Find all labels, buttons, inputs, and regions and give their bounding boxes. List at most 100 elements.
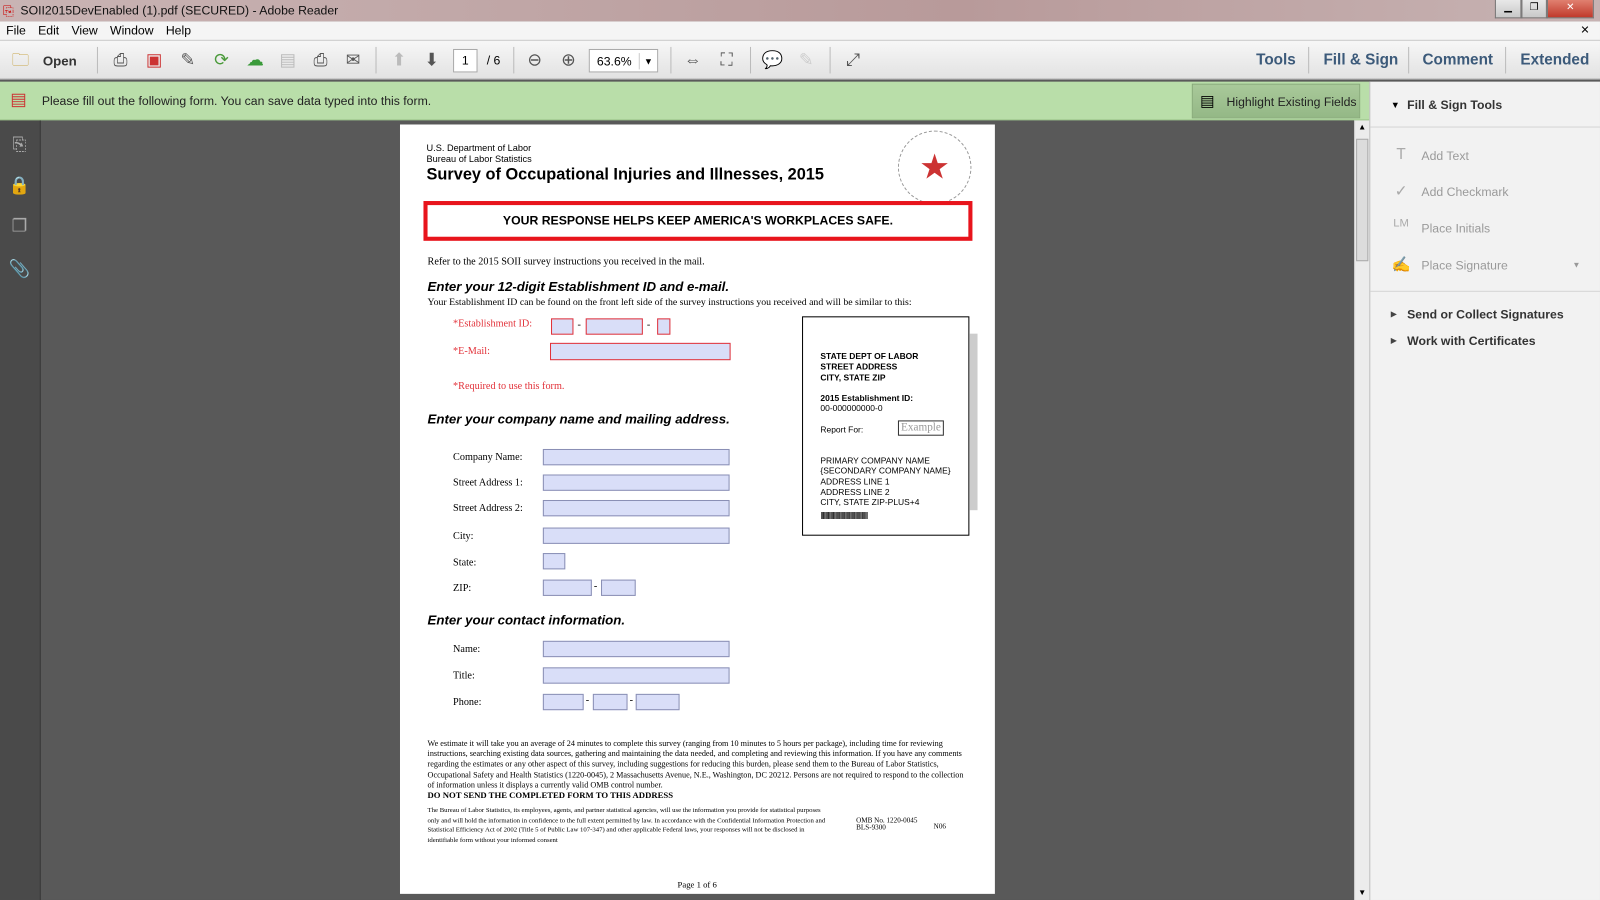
name-label: Name: — [453, 643, 481, 656]
place-initials-tool[interactable]: Place Initials — [1421, 221, 1491, 236]
fill-sign-tools-header[interactable]: Fill & Sign Tools — [1407, 97, 1503, 113]
establishment-id-part2[interactable] — [585, 318, 643, 335]
tab-fill-sign[interactable]: Fill & Sign — [1323, 51, 1399, 69]
state-label: State: — [453, 557, 477, 569]
example-est-value: 00-000000000-0 — [820, 403, 883, 414]
fit-page-icon[interactable]: ⛶ — [720, 49, 733, 70]
export-pdf-icon[interactable]: ▣ — [145, 49, 163, 70]
open-button[interactable]: Open — [42, 53, 77, 69]
zip-label: ZIP: — [453, 582, 472, 594]
establishment-id-part1[interactable] — [551, 318, 574, 335]
phone-area-field[interactable] — [542, 693, 584, 711]
required-note: *Required to use this form. — [453, 380, 565, 392]
city-field[interactable] — [542, 527, 730, 544]
id-description: Your Establishment ID can be found on th… — [427, 296, 912, 309]
edit-form-icon[interactable]: ✎ — [180, 49, 196, 70]
zip-field[interactable] — [542, 579, 592, 596]
tab-comment[interactable]: Comment — [1422, 51, 1494, 69]
close-button[interactable]: ✕ — [1546, 0, 1594, 19]
chevron-down-icon[interactable]: ▼ — [1572, 260, 1581, 270]
fill-sign-panel: ▼ Fill & Sign Tools T Add Text ✓ Add Che… — [1369, 81, 1600, 900]
full-screen-icon[interactable]: ⤢ — [846, 49, 860, 70]
work-with-certificates[interactable]: Work with Certificates — [1407, 333, 1536, 348]
company-name-label: Company Name: — [453, 452, 523, 464]
state-field[interactable] — [542, 553, 566, 570]
checkmark-icon: ✓ — [1394, 182, 1408, 200]
layers-icon[interactable]: ❐ — [11, 216, 28, 236]
example-line: PRIMARY COMPANY NAME — [820, 455, 930, 466]
dash: - — [593, 580, 598, 592]
restore-button[interactable]: ❐ — [1521, 0, 1547, 19]
highlight-fields-label: Highlight Existing Fields — [1226, 94, 1357, 110]
folder-icon[interactable]: 🗀 — [11, 49, 30, 70]
name-field[interactable] — [542, 640, 730, 658]
example-est-label: 2015 Establishment ID: — [820, 392, 914, 403]
highlight-fields-button[interactable]: ▤ Highlight Existing Fields — [1191, 83, 1361, 119]
department: U.S. Department of Labor — [426, 142, 532, 154]
example-line: ADDRESS LINE 2 — [820, 486, 890, 497]
zip4-field[interactable] — [601, 579, 636, 596]
section-heading-id: Enter your 12-digit Establishment ID and… — [427, 278, 730, 294]
form-notice-bar: ▤ Please fill out the following form. Yo… — [0, 81, 1370, 121]
zoom-value: 63.6% — [596, 54, 632, 69]
dash: - — [577, 319, 581, 331]
page-thumbnails-icon[interactable]: ⎘ — [12, 134, 27, 155]
fit-width-icon[interactable]: ⇔ — [684, 49, 702, 70]
example-line: CITY, STATE ZIP-PLUS+4 — [820, 497, 920, 508]
bureau: Bureau of Labor Statistics — [426, 154, 532, 165]
star-icon: ★ — [919, 147, 951, 187]
add-checkmark-tool[interactable]: Add Checkmark — [1421, 184, 1509, 199]
zoom-in-button[interactable]: ⊕ — [561, 49, 576, 70]
section-heading-contact: Enter your contact information. — [427, 612, 626, 628]
email-field[interactable] — [549, 342, 731, 361]
scroll-thumb[interactable] — [1356, 138, 1369, 262]
place-signature-tool[interactable]: Place Signature — [1421, 258, 1508, 273]
company-name-field[interactable] — [542, 448, 730, 466]
menu-file[interactable]: File — [6, 23, 26, 38]
menu-window[interactable]: Window — [110, 23, 154, 38]
share-folder-icon[interactable]: ⟳ — [214, 49, 229, 70]
burden-statement: We estimate it will take you an average … — [427, 738, 964, 790]
form-code: N06 — [933, 822, 946, 831]
email-label: *E-Mail: — [453, 345, 490, 358]
save-icon[interactable]: ▤ — [279, 49, 296, 70]
vertical-scrollbar[interactable]: ▲ ▼ — [1354, 120, 1370, 900]
notice-text: Please fill out the following form. You … — [41, 93, 432, 109]
next-page-button[interactable]: ⬇ — [424, 49, 439, 70]
send-collect-signatures[interactable]: Send or Collect Signatures — [1407, 307, 1564, 322]
menu-help[interactable]: Help — [165, 23, 192, 38]
menu-edit[interactable]: Edit — [38, 23, 60, 38]
navigation-pane: ⎘ 🔒 ❐ 📎 — [0, 120, 41, 900]
form-title: Survey of Occupational Injuries and Illn… — [426, 166, 824, 184]
close-document-button[interactable]: ✕ — [1580, 24, 1590, 37]
street1-field[interactable] — [542, 474, 730, 491]
scroll-down-arrow[interactable]: ▼ — [1358, 887, 1367, 897]
comment-icon[interactable]: 💬 — [761, 49, 784, 70]
zoom-out-button[interactable]: ⊖ — [527, 49, 542, 70]
title-field[interactable] — [542, 667, 730, 684]
phone-line-field[interactable] — [635, 693, 680, 711]
example-line: STREET ADDRESS — [820, 361, 898, 372]
street2-field[interactable] — [542, 499, 730, 517]
scroll-up-arrow[interactable]: ▲ — [1358, 122, 1367, 132]
lock-icon[interactable]: 🔒 — [8, 175, 31, 195]
cloud-upload-icon[interactable]: ☁ — [246, 49, 264, 70]
menu-view[interactable]: View — [71, 23, 98, 38]
previous-page-button[interactable]: ⬆ — [391, 49, 407, 70]
tab-extended[interactable]: Extended — [1520, 51, 1590, 69]
expand-arrow-icon: ▶ — [1390, 335, 1398, 345]
email-icon[interactable]: ✉ — [345, 49, 361, 70]
chevron-down-icon[interactable]: ▼ — [638, 53, 657, 70]
print-icon[interactable]: ⎙ — [313, 49, 328, 70]
text-edit-icon[interactable]: ✎ — [798, 49, 814, 70]
attachment-icon[interactable]: 📎 — [8, 259, 31, 279]
establishment-id-part3[interactable] — [657, 318, 671, 335]
zoom-select[interactable]: 63.6% ▼ — [588, 48, 659, 73]
phone-prefix-field[interactable] — [592, 693, 628, 711]
page-number-input[interactable]: 1 — [453, 48, 478, 73]
dash: - — [646, 319, 651, 331]
minimize-button[interactable]: ▁ — [1494, 0, 1522, 19]
create-pdf-icon[interactable]: ⎙ — [113, 49, 128, 70]
tab-tools[interactable]: Tools — [1256, 51, 1296, 69]
add-text-tool[interactable]: Add Text — [1421, 148, 1469, 164]
